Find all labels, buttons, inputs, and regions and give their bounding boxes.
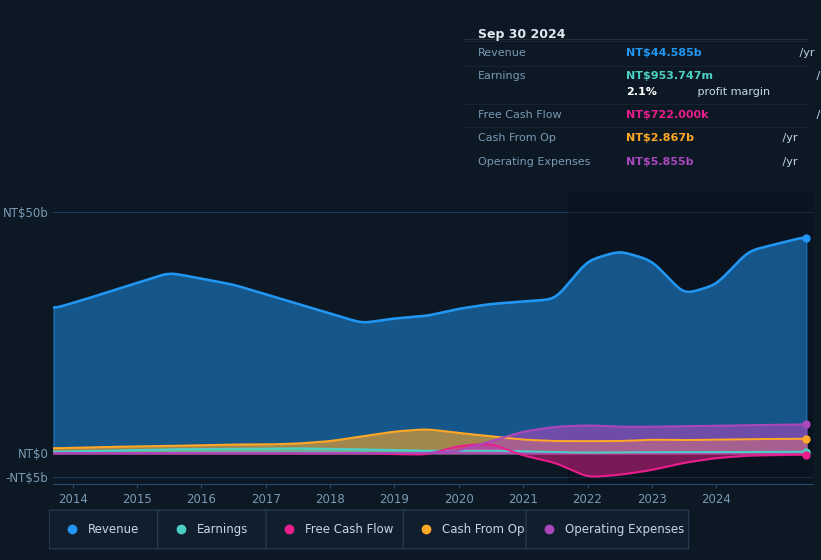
Point: [800, 434, 813, 443]
Text: Operating Expenses: Operating Expenses: [565, 522, 685, 536]
Text: NT$2.867b: NT$2.867b: [626, 133, 694, 143]
Text: NT$953.747m: NT$953.747m: [626, 71, 713, 81]
FancyBboxPatch shape: [526, 510, 689, 549]
Text: Free Cash Flow: Free Cash Flow: [305, 522, 393, 536]
Text: /yr: /yr: [796, 48, 814, 58]
FancyBboxPatch shape: [403, 510, 530, 549]
Text: profit margin: profit margin: [694, 87, 770, 97]
Text: Sep 30 2024: Sep 30 2024: [478, 28, 565, 41]
Text: 2.1%: 2.1%: [626, 87, 657, 97]
Point: [800, 420, 813, 429]
Point: [800, 447, 813, 456]
Text: NT$722.000k: NT$722.000k: [626, 110, 709, 120]
FancyBboxPatch shape: [158, 510, 269, 549]
Text: Cash From Op: Cash From Op: [443, 522, 525, 536]
Text: NT$5.855b: NT$5.855b: [626, 157, 694, 166]
Point: [800, 233, 813, 242]
Text: /yr: /yr: [779, 157, 797, 166]
FancyBboxPatch shape: [266, 510, 407, 549]
Text: Free Cash Flow: Free Cash Flow: [478, 110, 562, 120]
Text: Revenue: Revenue: [89, 522, 140, 536]
Text: Cash From Op: Cash From Op: [478, 133, 556, 143]
Text: /yr: /yr: [779, 133, 797, 143]
Text: Revenue: Revenue: [478, 48, 526, 58]
Text: Operating Expenses: Operating Expenses: [478, 157, 590, 166]
Text: /yr: /yr: [813, 71, 821, 81]
FancyBboxPatch shape: [49, 510, 161, 549]
Text: NT$44.585b: NT$44.585b: [626, 48, 702, 58]
Bar: [568, 193, 813, 484]
Text: Earnings: Earnings: [478, 71, 526, 81]
Text: /yr: /yr: [813, 110, 821, 120]
Point: [800, 450, 813, 459]
Text: Earnings: Earnings: [197, 522, 248, 536]
